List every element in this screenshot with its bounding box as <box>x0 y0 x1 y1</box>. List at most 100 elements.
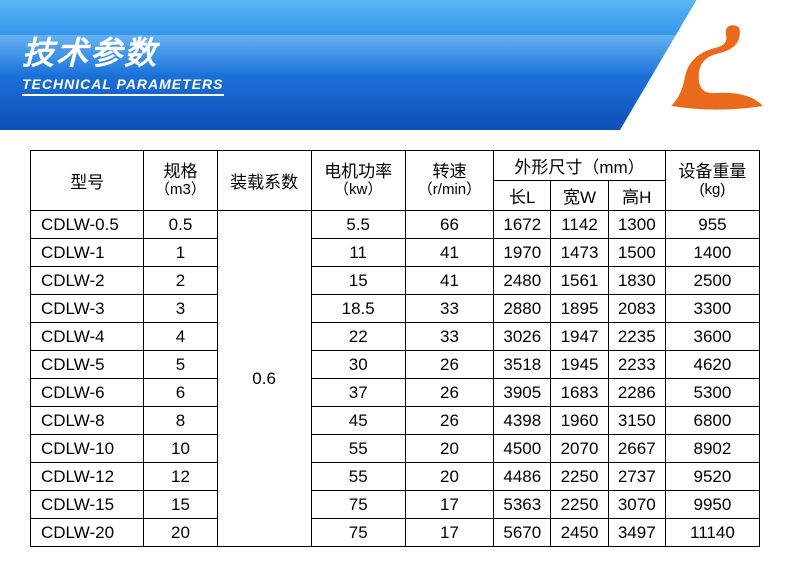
table-row: CDLW-101055204500207026678902 <box>31 435 760 463</box>
cell-power: 30 <box>311 351 405 379</box>
cell-weight: 4620 <box>665 351 759 379</box>
title-en: TECHNICAL PARAMETERS <box>22 76 224 96</box>
cell-weight: 3300 <box>665 295 759 323</box>
cell-spec: 5 <box>144 351 217 379</box>
cell-weight: 6800 <box>665 407 759 435</box>
cell-power: 55 <box>311 463 405 491</box>
table-row: CDLW-8845264398196031506800 <box>31 407 760 435</box>
cell-spec: 0.5 <box>144 211 217 239</box>
cell-speed: 33 <box>405 323 493 351</box>
cell-speed: 17 <box>405 519 493 547</box>
table-row: CDLW-3318.5332880189520833300 <box>31 295 760 323</box>
header-titles: 技术参数 TECHNICAL PARAMETERS <box>22 28 224 96</box>
cell-power: 75 <box>311 519 405 547</box>
cell-spec: 8 <box>144 407 217 435</box>
cell-spec: 2 <box>144 267 217 295</box>
col-height: 高H <box>608 181 665 211</box>
table-row: CDLW-2020751756702450349711140 <box>31 519 760 547</box>
table-row: CDLW-151575175363225030709950 <box>31 491 760 519</box>
cell-height: 1830 <box>608 267 665 295</box>
cell-model: CDLW-2 <box>31 267 144 295</box>
col-dims: 外形尺寸（mm） <box>494 151 666 181</box>
cell-width: 1895 <box>551 295 608 323</box>
col-speed: 转速 （r/min） <box>405 151 493 211</box>
col-weight-unit: (kg) <box>670 182 755 199</box>
cell-model: CDLW-0.5 <box>31 211 144 239</box>
col-speed-label: 转速 <box>410 163 489 182</box>
cell-spec: 10 <box>144 435 217 463</box>
col-model: 型号 <box>31 151 144 211</box>
cell-spec: 4 <box>144 323 217 351</box>
swan-logo-icon <box>662 20 772 115</box>
table-row: CDLW-1111411970147315001400 <box>31 239 760 267</box>
cell-height: 1300 <box>608 211 665 239</box>
logo-area <box>620 0 790 130</box>
cell-width: 2250 <box>551 463 608 491</box>
header-banner: 技术参数 TECHNICAL PARAMETERS <box>0 0 790 130</box>
cell-weight: 11140 <box>665 519 759 547</box>
cell-length: 4486 <box>494 463 551 491</box>
col-power: 电机功率 （kw） <box>311 151 405 211</box>
cell-width: 1945 <box>551 351 608 379</box>
cell-speed: 33 <box>405 295 493 323</box>
cell-height: 2083 <box>608 295 665 323</box>
cell-weight: 955 <box>665 211 759 239</box>
cell-width: 1947 <box>551 323 608 351</box>
cell-spec: 15 <box>144 491 217 519</box>
cell-spec: 1 <box>144 239 217 267</box>
cell-length: 2480 <box>494 267 551 295</box>
cell-model: CDLW-20 <box>31 519 144 547</box>
table-row: CDLW-4422333026194722353600 <box>31 323 760 351</box>
col-spec-unit: （m3） <box>148 182 212 199</box>
parameters-table: 型号 规格 （m3） 装载系数 电机功率 （kw） 转速 （r/min） 外形尺… <box>30 150 760 547</box>
cell-height: 2233 <box>608 351 665 379</box>
cell-weight: 2500 <box>665 267 759 295</box>
cell-height: 2235 <box>608 323 665 351</box>
cell-height: 3070 <box>608 491 665 519</box>
table-row: CDLW-121255204486225027379520 <box>31 463 760 491</box>
cell-length: 4500 <box>494 435 551 463</box>
cell-width: 1960 <box>551 407 608 435</box>
cell-height: 1500 <box>608 239 665 267</box>
col-load-factor: 装载系数 <box>217 151 311 211</box>
cell-speed: 26 <box>405 407 493 435</box>
cell-length: 5670 <box>494 519 551 547</box>
cell-model: CDLW-15 <box>31 491 144 519</box>
cell-height: 2286 <box>608 379 665 407</box>
cell-length: 5363 <box>494 491 551 519</box>
table-row: CDLW-5530263518194522334620 <box>31 351 760 379</box>
cell-width: 1142 <box>551 211 608 239</box>
cell-speed: 20 <box>405 463 493 491</box>
cell-length: 4398 <box>494 407 551 435</box>
cell-load-factor: 0.6 <box>217 211 311 547</box>
cell-weight: 9520 <box>665 463 759 491</box>
cell-power: 55 <box>311 435 405 463</box>
cell-length: 2880 <box>494 295 551 323</box>
col-power-unit: （kw） <box>316 182 401 199</box>
cell-speed: 41 <box>405 239 493 267</box>
cell-model: CDLW-5 <box>31 351 144 379</box>
cell-width: 2450 <box>551 519 608 547</box>
cell-power: 18.5 <box>311 295 405 323</box>
cell-weight: 3600 <box>665 323 759 351</box>
cell-weight: 8902 <box>665 435 759 463</box>
cell-spec: 12 <box>144 463 217 491</box>
cell-height: 2737 <box>608 463 665 491</box>
cell-spec: 20 <box>144 519 217 547</box>
cell-power: 37 <box>311 379 405 407</box>
cell-model: CDLW-10 <box>31 435 144 463</box>
cell-weight: 5300 <box>665 379 759 407</box>
cell-model: CDLW-4 <box>31 323 144 351</box>
cell-length: 3905 <box>494 379 551 407</box>
table-header: 型号 规格 （m3） 装载系数 电机功率 （kw） 转速 （r/min） 外形尺… <box>31 151 760 211</box>
cell-width: 1561 <box>551 267 608 295</box>
cell-model: CDLW-6 <box>31 379 144 407</box>
cell-width: 1473 <box>551 239 608 267</box>
cell-spec: 6 <box>144 379 217 407</box>
cell-length: 1970 <box>494 239 551 267</box>
cell-speed: 66 <box>405 211 493 239</box>
cell-speed: 26 <box>405 379 493 407</box>
cell-height: 2667 <box>608 435 665 463</box>
title-cn: 技术参数 <box>22 28 224 74</box>
col-weight: 设备重量 (kg) <box>665 151 759 211</box>
